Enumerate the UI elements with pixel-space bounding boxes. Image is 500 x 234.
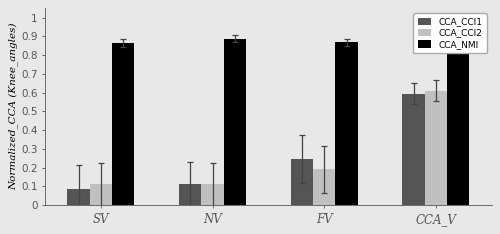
Legend: CCA_CCI1, CCA_CCI2, CCA_NMI: CCA_CCI1, CCA_CCI2, CCA_NMI: [414, 13, 487, 53]
Bar: [447, 22, 469, 205]
Bar: [179, 184, 202, 205]
Y-axis label: Normalized_CCA (Knee_angles): Normalized_CCA (Knee_angles): [8, 23, 18, 190]
Bar: [424, 91, 447, 205]
Bar: [90, 184, 112, 205]
Bar: [68, 189, 90, 205]
Bar: [224, 39, 246, 205]
Bar: [336, 42, 357, 205]
Bar: [202, 184, 224, 205]
Bar: [112, 43, 134, 205]
Bar: [313, 169, 336, 205]
Bar: [402, 94, 424, 205]
Bar: [290, 159, 313, 205]
